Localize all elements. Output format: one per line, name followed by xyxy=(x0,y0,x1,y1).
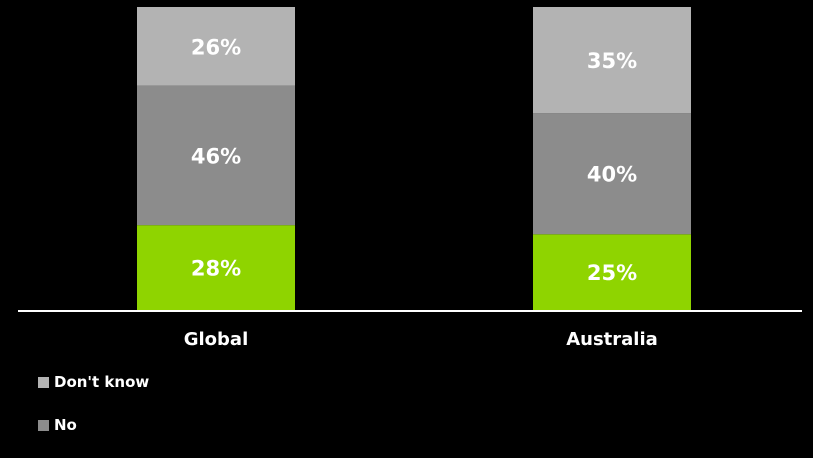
data-label-australia-0: 25% xyxy=(587,261,637,285)
bar-segment-global-2 xyxy=(137,7,295,86)
bar-segment-global-1 xyxy=(137,85,295,226)
bar-segment-global-0 xyxy=(137,225,295,310)
legend-item-no: No xyxy=(38,415,149,435)
legend-swatch-no xyxy=(38,419,49,431)
data-label-global-0: 28% xyxy=(191,257,241,281)
legend-label-no: No xyxy=(54,416,77,434)
category-labels: Global Australia xyxy=(184,329,658,350)
category-label-global: Global xyxy=(184,329,249,350)
category-label-australia: Australia xyxy=(566,329,658,350)
legend-label-dont-know: Don't know xyxy=(54,373,150,391)
data-label-australia-2: 35% xyxy=(587,49,637,73)
bar-segment-australia-1 xyxy=(533,113,691,235)
bar-segment-australia-0 xyxy=(533,234,691,310)
legend: Don't know No xyxy=(38,372,149,458)
data-label-global-1: 46% xyxy=(191,144,241,168)
legend-swatch-dont-know xyxy=(38,376,49,388)
bar-group: 28% 46% 26% 25% 40% 35% xyxy=(137,7,691,310)
legend-item-dont-know: Don't know xyxy=(38,372,149,392)
data-label-global-2: 26% xyxy=(191,35,241,59)
data-label-australia-1: 40% xyxy=(587,163,637,187)
stacked-bar-chart: 28% 46% 26% 25% 40% 35% Global Australia xyxy=(18,7,802,350)
bar-segment-australia-2 xyxy=(533,7,691,114)
